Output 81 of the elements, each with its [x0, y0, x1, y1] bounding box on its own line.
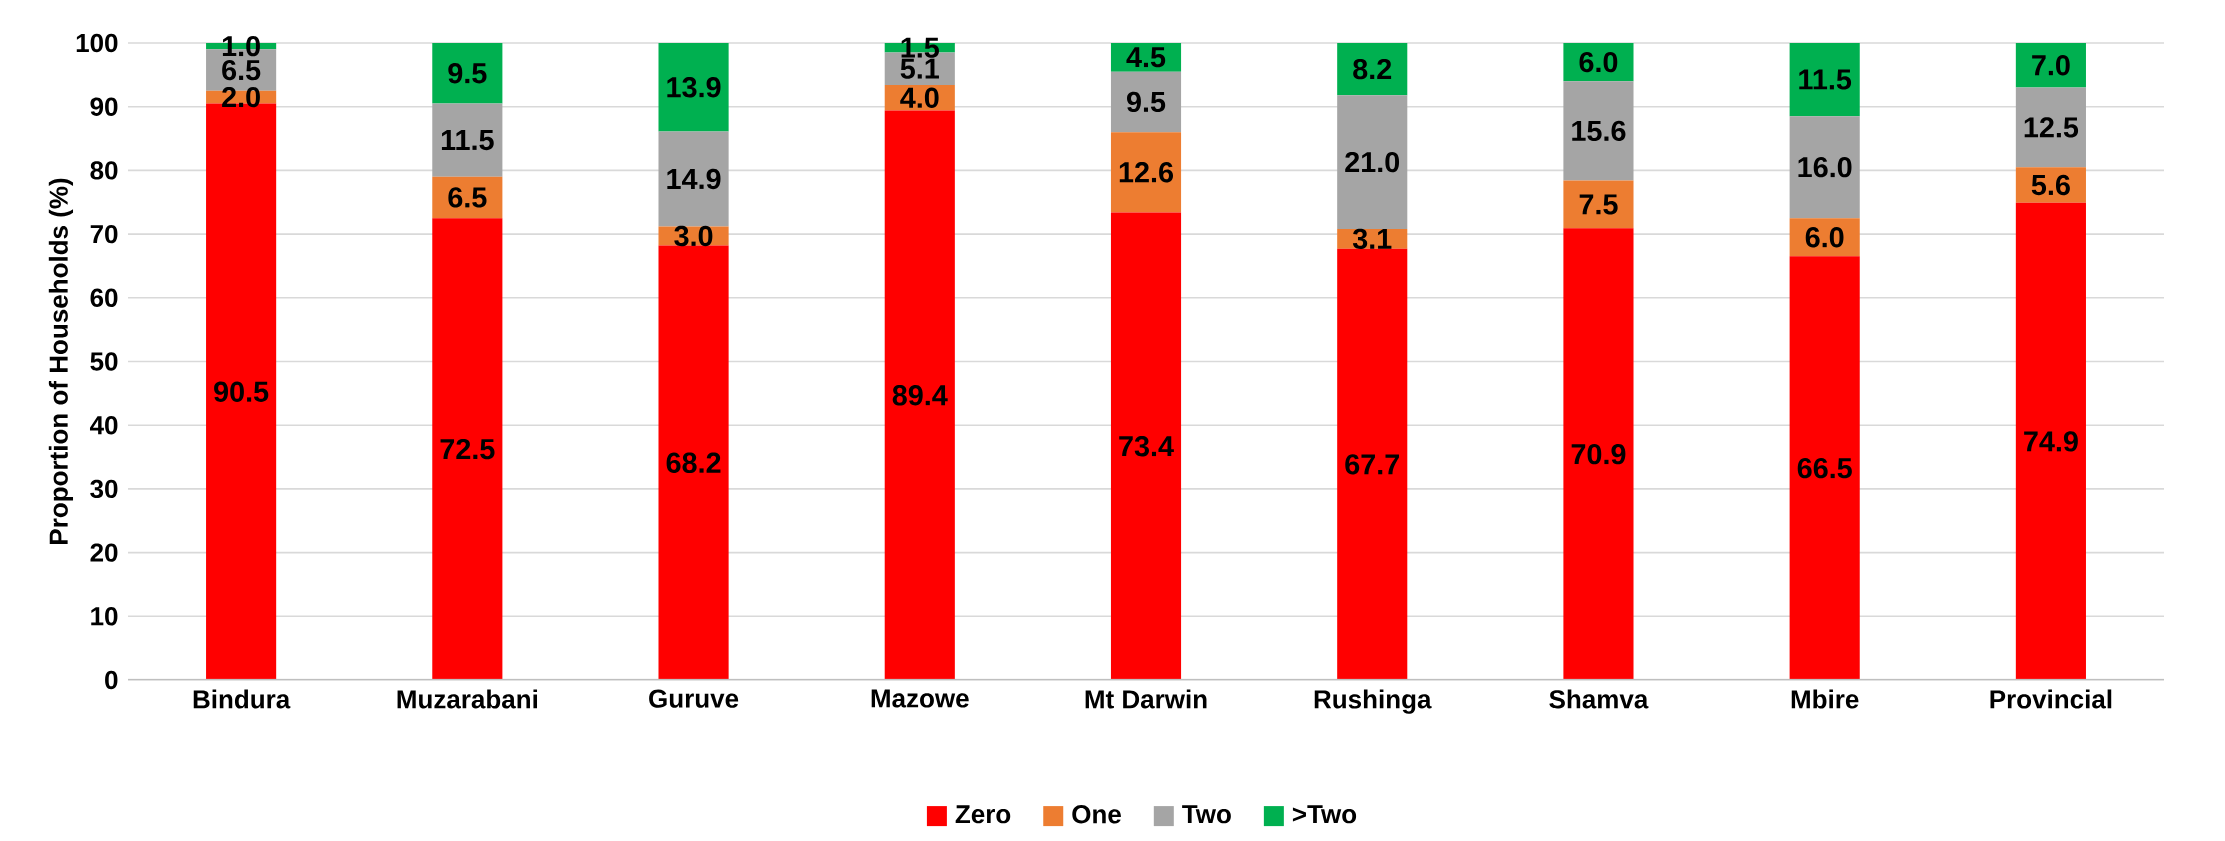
bar [1337, 42, 1408, 96]
data-label: 67.7 [1345, 454, 1399, 475]
y-tick-label: 20 [90, 543, 118, 562]
data-label: 9.5 [448, 63, 487, 84]
bar [1110, 132, 1182, 213]
data-label: 66.5 [1797, 458, 1852, 479]
data-label: 4.5 [1126, 47, 1166, 68]
data-label: 72.5 [440, 438, 495, 460]
bar [658, 42, 729, 132]
data-label: 3.0 [674, 225, 713, 247]
data-label: 14.9 [667, 168, 721, 190]
bar [1110, 212, 1182, 680]
data-label: 9.5 [1127, 91, 1166, 113]
legend-label: >Two [1292, 805, 1357, 824]
data-label: 11.5 [1799, 69, 1852, 90]
bar [432, 103, 503, 177]
y-tick-label: 30 [90, 479, 118, 499]
x-tick-label: Muzarabani [397, 689, 538, 709]
data-label: 13.9 [667, 77, 721, 98]
bar [1110, 71, 1182, 133]
y-tick-label: 80 [90, 161, 118, 180]
data-label: 12.5 [2024, 117, 2079, 138]
data-label: 68.2 [666, 452, 721, 473]
data-label: 3.1 [1352, 228, 1392, 250]
data-label: 6.0 [1579, 51, 1618, 73]
bar [658, 245, 729, 680]
y-tick-label: 50 [90, 352, 118, 371]
data-label: 6.0 [1805, 227, 1844, 248]
legend-label: One [1072, 805, 1121, 824]
data-label: 8.2 [1353, 58, 1392, 80]
x-tick-label: Shamva [1549, 689, 1649, 709]
y-tick-label: 70 [90, 224, 118, 244]
y-tick-label: 40 [89, 416, 118, 435]
data-label: 73.4 [1119, 436, 1174, 457]
legend-label: Two [1182, 805, 1231, 824]
data-label: 6.5 [448, 187, 487, 208]
bar [2015, 87, 2086, 168]
data-label: 7.5 [1579, 194, 1618, 215]
data-label: 5.6 [2031, 174, 2070, 196]
x-tick-label: Mt Darwin [1085, 689, 1207, 709]
data-label: 15.6 [1572, 120, 1626, 142]
legend-label: Zero [955, 805, 1011, 824]
bar [1563, 180, 1634, 229]
data-label: 7.0 [2032, 55, 2070, 76]
x-tick-label: Provincial [1990, 689, 2112, 709]
data-label: 12.6 [1119, 162, 1174, 183]
bar [1563, 81, 1634, 181]
x-tick-label: Mazowe [871, 689, 969, 708]
y-tick-label: 10 [91, 607, 118, 626]
bar [658, 131, 729, 227]
data-label: 5.1 [900, 58, 939, 79]
x-tick-label: Bindura [193, 689, 291, 709]
data-label: 16.0 [1798, 157, 1852, 178]
data-label: 89.4 [892, 385, 948, 406]
bar [432, 42, 503, 104]
y-tick-label: 0 [105, 670, 118, 690]
bar [1563, 228, 1634, 680]
x-tick-label: Mbire [1791, 689, 1859, 709]
bar [1337, 95, 1408, 229]
x-tick-label: Guruve [649, 689, 739, 708]
bar [432, 218, 503, 680]
y-tick-label: 60 [90, 288, 118, 307]
y-axis-title: Proportion of Households (%) [48, 178, 74, 544]
bar [2015, 42, 2086, 88]
data-label: 21.0 [1345, 151, 1400, 173]
data-label: 90.5 [214, 381, 269, 402]
bar [1337, 248, 1408, 680]
bar [2015, 202, 2086, 680]
data-label: 4.0 [900, 87, 939, 108]
data-label: 2.0 [222, 86, 260, 108]
x-tick-label: Rushinga [1314, 689, 1432, 714]
bar [1789, 116, 1860, 219]
bar [1789, 42, 1860, 117]
data-label: 70.9 [1571, 444, 1626, 465]
bar [884, 110, 955, 680]
bar [1789, 256, 1860, 680]
data-label: 74.9 [2024, 431, 2078, 452]
y-tick-label: 90 [90, 97, 118, 116]
y-tick-label: 100 [76, 33, 118, 53]
data-label: 11.5 [441, 130, 494, 151]
data-label: 6.5 [222, 59, 261, 81]
